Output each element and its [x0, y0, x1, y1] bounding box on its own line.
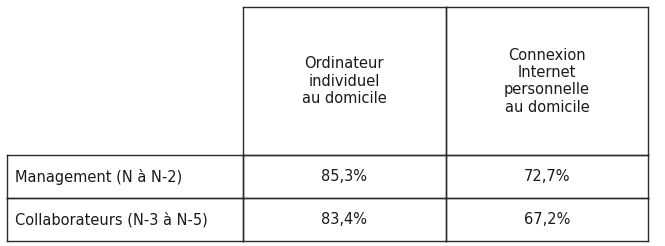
Text: 85,3%: 85,3% — [321, 169, 367, 184]
Text: 72,7%: 72,7% — [524, 169, 570, 184]
Text: 67,2%: 67,2% — [524, 212, 570, 227]
Text: 83,4%: 83,4% — [321, 212, 367, 227]
Text: Ordinateur
individuel
au domicile: Ordinateur individuel au domicile — [302, 56, 386, 106]
Text: Collaborateurs (N-3 à N-5): Collaborateurs (N-3 à N-5) — [15, 212, 207, 227]
Text: Management (N à N-2): Management (N à N-2) — [15, 169, 182, 184]
Text: Connexion
Internet
personnelle
au domicile: Connexion Internet personnelle au domici… — [504, 47, 590, 115]
